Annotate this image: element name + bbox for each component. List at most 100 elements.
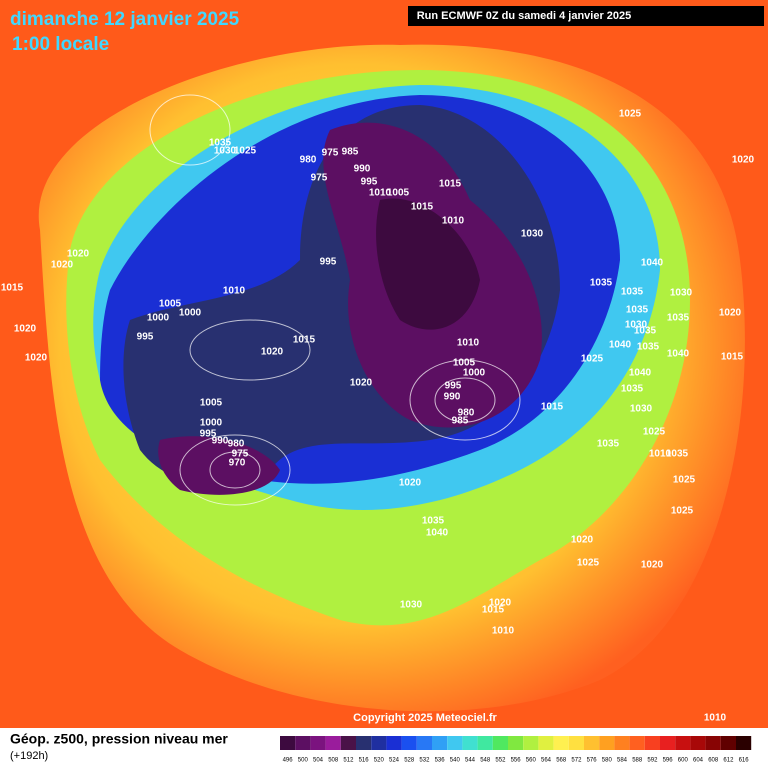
pressure-label: 1020 <box>571 535 594 546</box>
legend-swatch <box>447 736 463 750</box>
legend-label: 548 <box>480 758 491 764</box>
legend-swatch <box>644 736 660 750</box>
pressure-label: 1010 <box>492 626 515 637</box>
legend-swatch <box>720 736 736 750</box>
pressure-label: 1020 <box>489 598 512 609</box>
legend-swatch <box>523 736 539 750</box>
pressure-label: 1025 <box>643 427 666 438</box>
pressure-label: 1035 <box>634 326 657 337</box>
pressure-label: 995 <box>445 381 462 392</box>
legend-label: 508 <box>328 758 339 764</box>
legend-swatch <box>614 736 630 750</box>
legend-label: 576 <box>587 758 598 764</box>
pressure-label: 995 <box>320 257 337 268</box>
pressure-label: 1035 <box>626 305 649 316</box>
legend-label: 588 <box>632 758 643 764</box>
legend-swatch <box>432 736 448 750</box>
pressure-label: 1020 <box>25 353 48 364</box>
legend-swatch <box>462 736 478 750</box>
legend-label: 540 <box>450 758 461 764</box>
pressure-label: 1025 <box>673 475 696 486</box>
legend-swatch <box>401 736 417 750</box>
pressure-label: 1035 <box>637 342 660 353</box>
pressure-label: 970 <box>229 458 246 469</box>
pressure-label: 1015 <box>439 179 462 190</box>
legend-label: 560 <box>526 758 537 764</box>
pressure-label: 1040 <box>629 368 652 379</box>
pressure-label: 1020 <box>399 478 422 489</box>
legend-label: 572 <box>571 758 582 764</box>
pressure-label: 1020 <box>641 560 664 571</box>
legend-label: 580 <box>602 758 613 764</box>
pressure-label: 1035 <box>621 384 644 395</box>
pressure-label: 1035 <box>666 449 689 460</box>
pressure-label: 1035 <box>597 439 620 450</box>
legend-swatch <box>416 736 432 750</box>
pressure-label: 1030 <box>521 229 544 240</box>
legend-label: 532 <box>419 758 430 764</box>
legend-label: 596 <box>663 758 674 764</box>
footer-title: Géop. z500, pression niveau mer <box>10 731 228 747</box>
pressure-label: 1000 <box>463 368 486 379</box>
legend-label: 496 <box>283 758 294 764</box>
legend-swatch <box>538 736 554 750</box>
legend-swatch <box>599 736 615 750</box>
legend-swatch <box>705 736 721 750</box>
pressure-label: 985 <box>342 147 359 158</box>
legend-swatch <box>690 736 706 750</box>
pressure-label: 1015 <box>293 335 316 346</box>
pressure-label: 1040 <box>641 258 664 269</box>
pressure-label: 1030 <box>214 146 237 157</box>
pressure-label: 1040 <box>667 349 690 360</box>
legend-swatch <box>340 736 356 750</box>
pressure-label: 1020 <box>732 155 755 166</box>
legend-label: 612 <box>723 758 734 764</box>
pressure-label: 1005 <box>387 188 410 199</box>
legend-swatch <box>386 736 402 750</box>
legend-swatch <box>356 736 372 750</box>
legend-swatch <box>280 736 296 750</box>
legend-label: 600 <box>678 758 689 764</box>
legend-label: 504 <box>313 758 324 764</box>
pressure-label: 1020 <box>67 249 90 260</box>
legend-label: 564 <box>541 758 552 764</box>
pressure-label: 1010 <box>223 286 246 297</box>
date-title: dimanche 12 janvier 2025 <box>10 9 240 30</box>
legend-swatch <box>508 736 524 750</box>
pressure-label: 995 <box>200 429 217 440</box>
pressure-label: 1025 <box>577 558 600 569</box>
legend-label: 556 <box>511 758 522 764</box>
pressure-label: 1030 <box>630 404 653 415</box>
pressure-label: 1010 <box>704 713 727 724</box>
time-subtitle: 1:00 locale <box>12 34 109 55</box>
legend-label: 592 <box>647 758 658 764</box>
legend-swatch <box>295 736 311 750</box>
pressure-label: 1010 <box>649 449 672 460</box>
pressure-label: 1010 <box>457 338 480 349</box>
pressure-label: 995 <box>137 332 154 343</box>
pressure-label: 1010 <box>369 188 392 199</box>
pressure-label: 1015 <box>411 202 434 213</box>
legend-label: 512 <box>343 758 354 764</box>
pressure-label: 1025 <box>619 109 642 120</box>
pressure-label: 1035 <box>590 278 613 289</box>
legend-label: 500 <box>298 758 309 764</box>
legend-swatch <box>325 736 341 750</box>
legend-label: 536 <box>435 758 446 764</box>
pressure-label: 1020 <box>719 308 742 319</box>
pressure-label: 1025 <box>671 506 694 517</box>
legend-label: 528 <box>404 758 415 764</box>
legend-swatch <box>371 736 387 750</box>
legend-swatch <box>310 736 326 750</box>
pressure-label: 975 <box>322 148 339 159</box>
legend-label: 544 <box>465 758 476 764</box>
legend-label: 516 <box>359 758 370 764</box>
pressure-label: 1020 <box>14 324 37 335</box>
pressure-label: 980 <box>458 408 475 419</box>
pressure-label: 1020 <box>350 378 373 389</box>
legend-swatch <box>736 736 752 750</box>
pressure-label: 990 <box>444 392 461 403</box>
legend-swatch <box>675 736 691 750</box>
pressure-label: 1030 <box>625 320 648 331</box>
